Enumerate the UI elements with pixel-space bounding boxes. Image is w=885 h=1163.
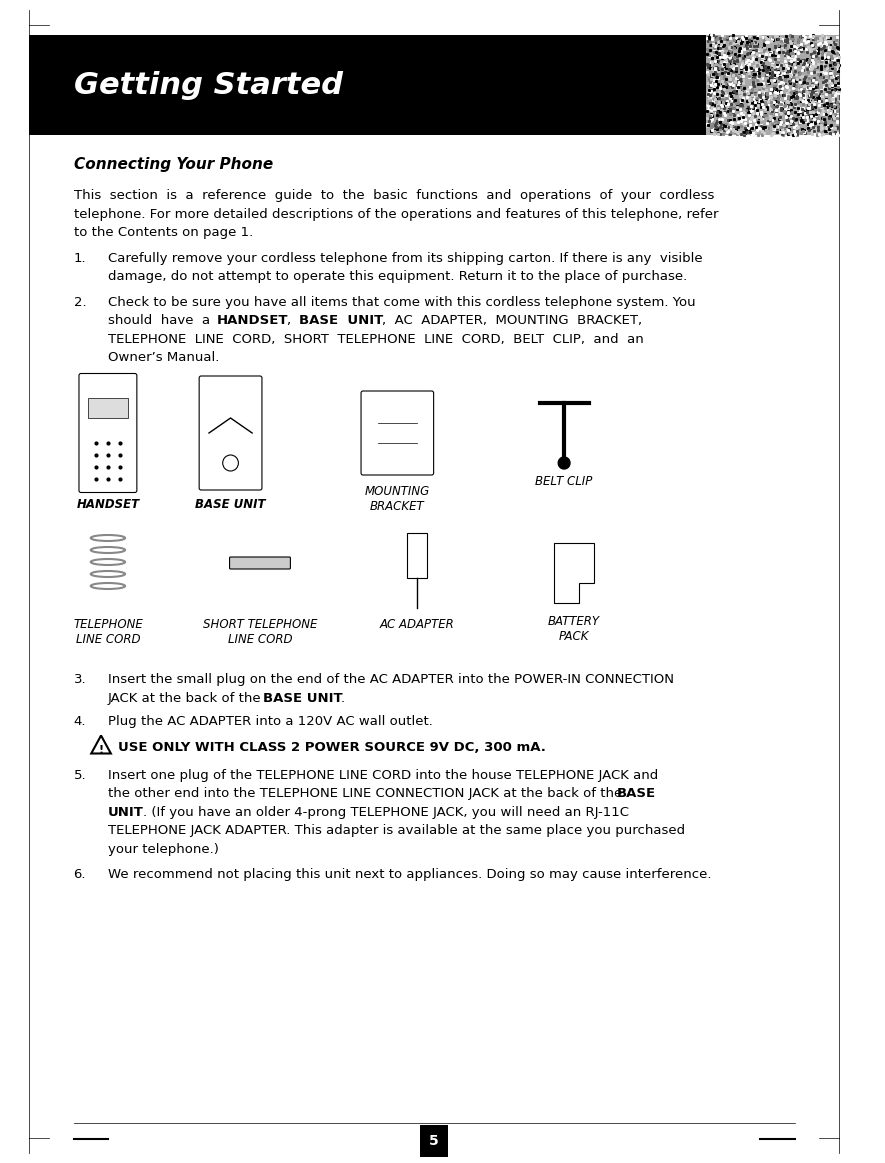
Text: Getting Started: Getting Started (73, 71, 342, 100)
Bar (88, 398, 127, 418)
Text: the other end into the TELEPHONE LINE CONNECTION JACK at the back of the: the other end into the TELEPHONE LINE CO… (108, 787, 627, 800)
Text: BASE UNIT: BASE UNIT (196, 498, 266, 511)
Text: BASE UNIT: BASE UNIT (263, 692, 342, 705)
FancyBboxPatch shape (361, 391, 434, 475)
Text: .: . (341, 692, 345, 705)
Text: UNIT: UNIT (108, 806, 143, 819)
Text: 6.: 6. (73, 868, 86, 882)
Text: This  section  is  a  reference  guide  to  the  basic  functions  and  operatio: This section is a reference guide to the… (73, 190, 714, 202)
Text: !: ! (98, 744, 104, 755)
Text: We recommend not placing this unit next to appliances. Doing so may cause interf: We recommend not placing this unit next … (108, 868, 712, 882)
Bar (29, 35, 839, 135)
Text: . (If you have an older 4-prong TELEPHONE JACK, you will need an RJ-11C: . (If you have an older 4-prong TELEPHON… (143, 806, 629, 819)
FancyBboxPatch shape (79, 373, 137, 492)
Text: TELEPHONE  LINE  CORD,  SHORT  TELEPHONE  LINE  CORD,  BELT  CLIP,  and  an: TELEPHONE LINE CORD, SHORT TELEPHONE LIN… (108, 333, 643, 345)
Bar (420, 1125, 448, 1157)
Text: Connecting Your Phone: Connecting Your Phone (73, 157, 273, 172)
Text: MOUNTING
BRACKET: MOUNTING BRACKET (365, 485, 430, 513)
Text: Owner’s Manual.: Owner’s Manual. (108, 351, 219, 364)
FancyBboxPatch shape (199, 376, 262, 490)
Circle shape (558, 457, 570, 469)
Text: Check to be sure you have all items that come with this cordless telephone syste: Check to be sure you have all items that… (108, 295, 696, 308)
Text: Insert one plug of the TELEPHONE LINE CORD into the house TELEPHONE JACK and: Insert one plug of the TELEPHONE LINE CO… (108, 769, 658, 782)
Text: 3.: 3. (73, 673, 86, 686)
Text: BASE: BASE (617, 787, 656, 800)
Text: ,: , (287, 314, 299, 327)
Text: 4.: 4. (73, 714, 86, 728)
Text: JACK at the back of the: JACK at the back of the (108, 692, 266, 705)
Text: 1.: 1. (73, 251, 86, 264)
Text: Carefully remove your cordless telephone from its shipping carton. If there is a: Carefully remove your cordless telephone… (108, 251, 703, 264)
Text: your telephone.): your telephone.) (108, 842, 219, 856)
Text: AC ADAPTER: AC ADAPTER (380, 618, 454, 632)
Text: BATTERY
PACK: BATTERY PACK (548, 615, 600, 643)
Text: HANDSET: HANDSET (76, 498, 140, 511)
Bar (407, 533, 427, 578)
Bar (706, 35, 839, 135)
Polygon shape (554, 543, 594, 602)
Text: ,  AC  ADAPTER,  MOUNTING  BRACKET,: , AC ADAPTER, MOUNTING BRACKET, (381, 314, 642, 327)
Text: damage, do not attempt to operate this equipment. Return it to the place of purc: damage, do not attempt to operate this e… (108, 270, 687, 283)
Text: USE ONLY WITH CLASS 2 POWER SOURCE 9V DC, 300 mA.: USE ONLY WITH CLASS 2 POWER SOURCE 9V DC… (118, 741, 546, 754)
Text: BASE  UNIT: BASE UNIT (299, 314, 383, 327)
Text: telephone. For more detailed descriptions of the operations and features of this: telephone. For more detailed description… (73, 207, 718, 221)
Text: 5: 5 (429, 1134, 439, 1148)
Text: SHORT TELEPHONE
LINE CORD: SHORT TELEPHONE LINE CORD (203, 618, 317, 645)
Text: HANDSET: HANDSET (217, 314, 288, 327)
Text: BELT CLIP: BELT CLIP (535, 475, 593, 488)
Text: should  have  a: should have a (108, 314, 219, 327)
Text: 2.: 2. (73, 295, 86, 308)
Text: Plug the AC ADAPTER into a 120V AC wall outlet.: Plug the AC ADAPTER into a 120V AC wall … (108, 714, 433, 728)
Text: 5.: 5. (73, 769, 86, 782)
Text: TELEPHONE JACK ADAPTER. This adapter is available at the same place you purchase: TELEPHONE JACK ADAPTER. This adapter is … (108, 825, 685, 837)
Text: TELEPHONE
LINE CORD: TELEPHONE LINE CORD (73, 618, 142, 645)
Text: to the Contents on page 1.: to the Contents on page 1. (73, 226, 253, 240)
Text: Insert the small plug on the end of the AC ADAPTER into the POWER-IN CONNECTION: Insert the small plug on the end of the … (108, 673, 673, 686)
FancyBboxPatch shape (229, 557, 290, 569)
